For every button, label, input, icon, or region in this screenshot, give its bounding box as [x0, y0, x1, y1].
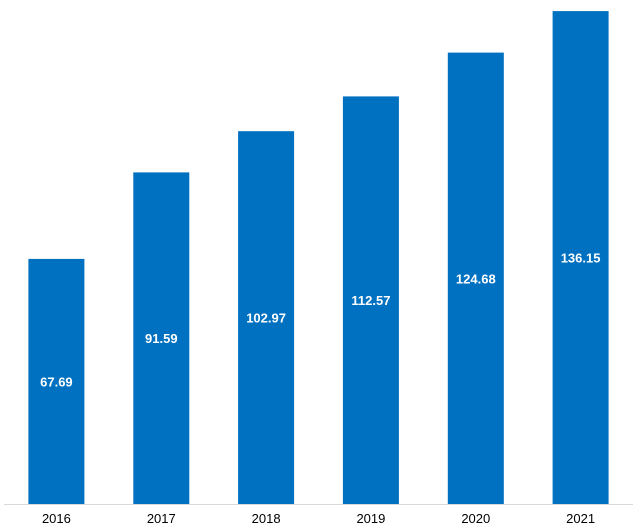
data-label-2021: 136.15	[561, 251, 601, 266]
bar-2017	[133, 172, 190, 504]
data-label-2017: 91.59	[145, 331, 178, 346]
bar-2020	[447, 52, 504, 504]
x-tick-label-2017: 2017	[147, 511, 176, 526]
data-label-2016: 67.69	[40, 375, 73, 390]
data-label-2019: 112.57	[351, 293, 390, 308]
x-tick-label-2021: 2021	[566, 511, 595, 526]
bar-2018	[238, 131, 295, 504]
bars-group	[28, 11, 609, 505]
x-axis-tick-labels: 2016 2017 2018 2019 2020 2021	[42, 511, 595, 526]
bar-2019	[342, 96, 399, 505]
bar-2021	[552, 11, 609, 504]
x-tick-label-2019: 2019	[356, 511, 385, 526]
data-label-2018: 102.97	[246, 311, 286, 326]
x-tick-label-2016: 2016	[42, 511, 71, 526]
x-tick-label-2018: 2018	[252, 511, 281, 526]
bar-2016	[28, 258, 85, 504]
data-label-2020: 124.68	[456, 271, 496, 286]
x-tick-label-2020: 2020	[461, 511, 490, 526]
data-labels-group: 67.69 91.59 102.97 112.57 124.68 136.15	[40, 251, 600, 390]
